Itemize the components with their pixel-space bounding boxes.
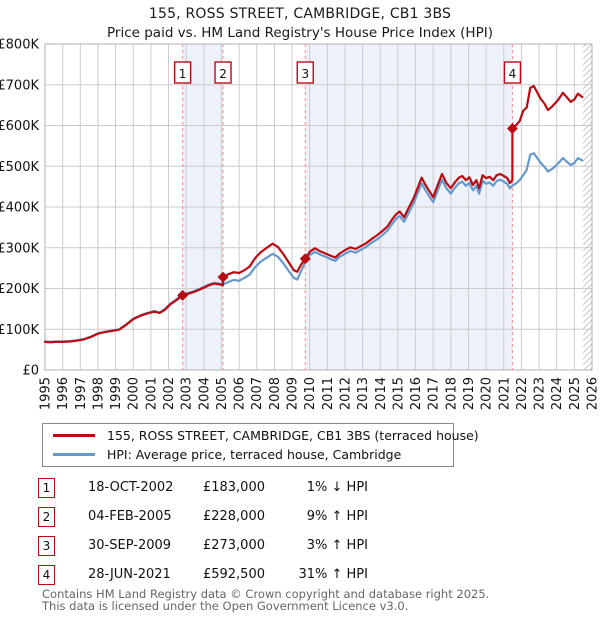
x-axis-tick-label: 2022	[515, 377, 530, 410]
legend-item-price: 155, ROSS STREET, CAMBRIDGE, CB1 3BS (te…	[43, 427, 479, 445]
y-axis-tick-label: £500K	[0, 160, 39, 175]
x-axis-tick-label: 2015	[391, 377, 406, 410]
price-paid-line	[43, 84, 584, 344]
transaction-hpi-delta: 3% ↑ HPI	[306, 538, 368, 553]
sale-number-label: 1	[179, 67, 187, 81]
transaction-row: 4 28-JUN-2021 £592,500 31% ↑ HPI	[0, 565, 600, 587]
legend-label: HPI: Average price, terraced house, Camb…	[107, 446, 402, 462]
x-axis-tick-label: 2023	[533, 377, 548, 410]
x-axis-tick-label: 2018	[444, 377, 459, 410]
transaction-row: 2 04-FEB-2005 £228,000 9% ↑ HPI	[0, 507, 600, 529]
y-axis-tick-label: £100K	[0, 323, 39, 338]
y-axis-tick-label: £0	[22, 364, 39, 379]
x-axis-tick-label: 2019	[462, 377, 477, 410]
x-axis-tick-label: 2010	[303, 377, 318, 410]
transaction-hpi-delta: 1% ↓ HPI	[306, 480, 368, 495]
x-axis-tick-label: 2003	[180, 377, 195, 410]
transaction-row: 1 18-OCT-2002 £183,000 1% ↓ HPI	[0, 478, 600, 500]
transaction-price: £273,000	[202, 538, 265, 553]
x-axis-tick-label: 2005	[215, 377, 230, 410]
y-axis-tick-label: £600K	[0, 119, 39, 134]
y-axis-tick-label: £800K	[0, 38, 39, 53]
x-axis-tick-label: 2016	[409, 377, 424, 410]
transaction-date: 30-SEP-2009	[88, 538, 172, 553]
x-axis-tick-label: 2009	[286, 377, 301, 410]
x-axis-tick-label: 2007	[250, 377, 265, 410]
transaction-price: £183,000	[202, 480, 265, 495]
x-axis-tick-label: 2024	[550, 377, 565, 410]
transaction-date: 18-OCT-2002	[88, 480, 174, 495]
hpi-line-swatch	[53, 452, 95, 456]
x-axis-tick-label: 2017	[427, 377, 442, 410]
x-axis-tick-label: 2025	[568, 377, 583, 410]
transaction-number-badge: 1	[38, 478, 55, 498]
x-axis-tick-label: 2013	[356, 377, 371, 410]
x-axis-tick-label: 1997	[74, 377, 89, 410]
x-axis-tick-label: 1995	[39, 377, 54, 410]
transaction-price: £228,000	[202, 509, 265, 524]
transaction-number-badge: 3	[38, 536, 55, 556]
sale-number-label: 3	[301, 67, 309, 81]
page-subtitle: Price paid vs. HM Land Registry's House …	[107, 25, 493, 41]
sale-marker	[177, 289, 189, 301]
x-axis-tick-label: 2000	[127, 377, 142, 410]
x-axis-tick-label: 2008	[268, 377, 283, 410]
transaction-date: 28-JUN-2021	[88, 567, 171, 582]
transaction-number-badge: 4	[38, 565, 55, 585]
sale-marker	[506, 123, 518, 135]
transaction-hpi-delta: 31% ↑ HPI	[298, 567, 368, 582]
y-axis-tick-label: £200K	[0, 282, 39, 297]
price-chart: 1 2 3 4 £0 £100K £200K £300K £400K £500K £600K £700…	[0, 38, 600, 411]
sale-number-box	[296, 61, 314, 84]
x-axis-tick-label: 2011	[321, 377, 336, 410]
transaction-date: 04-FEB-2005	[88, 509, 172, 524]
x-axis-tick-label: 2006	[233, 377, 248, 410]
transaction-price: £592,500	[202, 567, 265, 582]
x-axis-tick-label: 2012	[338, 377, 353, 410]
x-axis-tick-label: 2014	[374, 377, 389, 410]
transaction-row: 3 30-SEP-2009 £273,000 3% ↑ HPI	[0, 536, 600, 558]
x-axis-tick-label: 2021	[497, 377, 512, 410]
x-axis-tick-label: 1999	[109, 377, 124, 410]
x-axis-tick-label: 1998	[91, 377, 106, 410]
x-axis-tick-label: 2026	[586, 377, 600, 410]
x-axis-tick-label: 2020	[480, 377, 495, 410]
price-line-swatch	[53, 434, 95, 438]
transaction-hpi-delta: 9% ↑ HPI	[306, 509, 368, 524]
sale-marker	[217, 271, 229, 283]
sale-number-label: 2	[219, 67, 227, 81]
plot-border	[44, 43, 593, 371]
legend-label: 155, ROSS STREET, CAMBRIDGE, CB1 3BS (te…	[107, 428, 479, 444]
page-title: 155, ROSS STREET, CAMBRIDGE, CB1 3BS	[148, 6, 452, 22]
copyright-line-1: Contains HM Land Registry data © Crown c…	[42, 587, 490, 601]
x-axis-tick-label: 2002	[162, 377, 177, 410]
sale-number-box	[503, 61, 522, 84]
legend-item-hpi: HPI: Average price, terraced house, Camb…	[43, 445, 453, 463]
sale-number-label: 4	[509, 67, 517, 81]
x-axis-tick-label: 1996	[56, 377, 71, 410]
sale-number-box	[173, 61, 192, 84]
x-axis-tick-label: 2004	[197, 377, 212, 410]
copyright-line-2: This data is licensed under the Open Gov…	[42, 599, 409, 613]
chart-legend: 155, ROSS STREET, CAMBRIDGE, CB1 3BS (te…	[42, 423, 479, 467]
sale-number-box	[214, 61, 232, 84]
y-axis-tick-label: £400K	[0, 201, 39, 216]
transaction-number-badge: 2	[38, 507, 55, 527]
y-axis-tick-label: £700K	[0, 78, 39, 93]
sale-marker	[299, 253, 311, 265]
y-axis-tick-label: £300K	[0, 241, 39, 256]
x-axis-tick-label: 2001	[144, 377, 159, 410]
